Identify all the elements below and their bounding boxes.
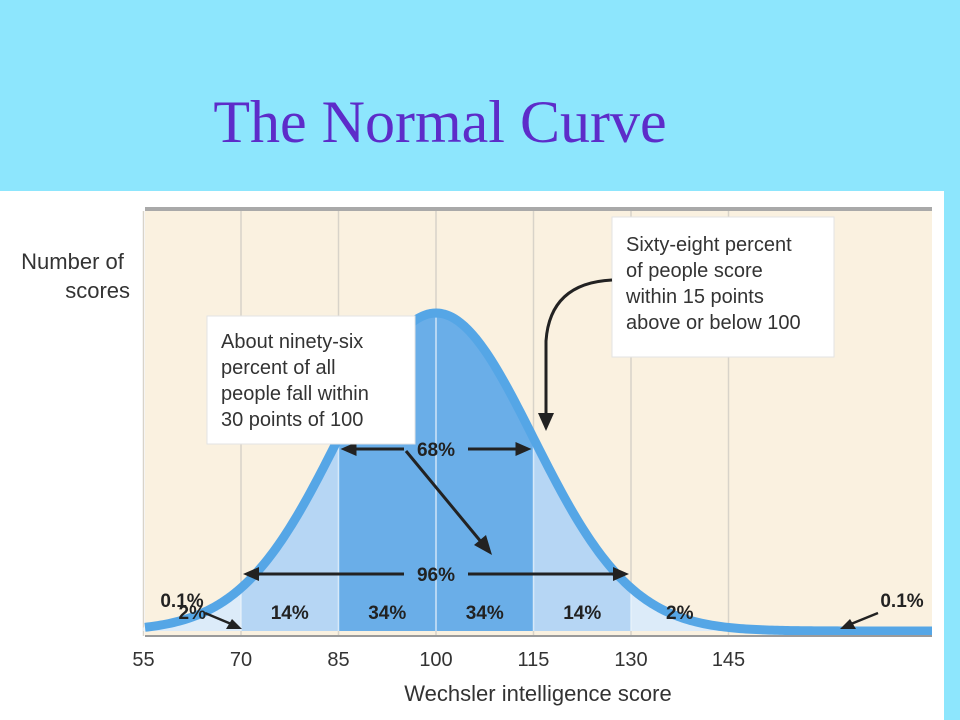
- annotation-line: people fall within: [221, 383, 369, 405]
- annotation-pointer-sixty-eight: [544, 278, 613, 416]
- range-arrows: [204, 442, 879, 629]
- range-label: 96%: [417, 565, 455, 586]
- x-axis-label: Wechsler intelligence score: [404, 681, 671, 706]
- annotation-box-sixty-eight: [611, 216, 835, 358]
- band-region: [631, 587, 729, 631]
- region-percent-label: 14%: [271, 603, 309, 624]
- range-arrow-head: [613, 567, 629, 581]
- plot-top-border: [145, 207, 932, 211]
- annotation-line: 30 points of 100: [221, 409, 363, 431]
- annotation-ninety-six: About ninety-six percent of all people f…: [206, 315, 492, 555]
- annotation-box-ninety-six: [206, 315, 416, 445]
- y-axis-label-line-2: scores: [65, 278, 130, 303]
- x-tick-label: 70: [230, 649, 252, 671]
- range-label: 68%: [417, 440, 455, 461]
- range-arrow-head: [243, 567, 259, 581]
- annotation-line: of people score: [626, 260, 763, 282]
- y-axis-label: Number of scores: [21, 249, 130, 303]
- annotation-pointer-head-sixty-eight: [538, 413, 554, 431]
- x-tick-label: 85: [327, 649, 349, 671]
- range-arrow-head: [340, 442, 357, 456]
- normal-curve-chart: 68%96%0.1%2% 14% 34% 34% 14% 2%0.1% 55 70 85 100…: [21, 207, 934, 706]
- annotation-line: within 15 points: [625, 286, 764, 308]
- annotation-line: About ninety-six: [221, 331, 363, 353]
- annotation-sixty-eight: Sixty-eight percent of people score with…: [538, 216, 835, 431]
- region-percent-label: 2%: [666, 603, 694, 624]
- annotation-pointer-ninety-six: [404, 450, 484, 544]
- annotation-text-ninety-six: About ninety-six percent of all people f…: [221, 331, 374, 431]
- x-tick-labels: 55 70 85 100 115 130 145: [132, 649, 745, 671]
- x-tick-label: 55: [132, 649, 154, 671]
- tail-percent-label: 0.1%: [880, 591, 923, 612]
- x-tick-label: 145: [712, 649, 745, 671]
- tail-percent-label: 0.1%: [160, 591, 203, 612]
- slide-title: The Normal Curve: [213, 89, 667, 155]
- tail-pointer-head: [226, 619, 242, 629]
- band-region: [145, 587, 241, 631]
- region-percent-label: 34%: [368, 603, 406, 624]
- tail-pointer-head: [840, 619, 856, 629]
- annotation-line: percent of all: [221, 357, 336, 379]
- annotation-pointer-head-ninety-six: [474, 535, 492, 555]
- annotation-text-sixty-eight: Sixty-eight percent of people score with…: [625, 234, 801, 334]
- y-axis-label-line-1: Number of: [21, 249, 125, 274]
- band-dividers: [142, 313, 730, 631]
- range-arrow-head: [515, 442, 532, 456]
- x-tick-label: 100: [419, 649, 452, 671]
- x-tick-label: 115: [518, 649, 550, 671]
- region-percent-label: 34%: [466, 603, 504, 624]
- annotation-line: above or below 100: [626, 312, 801, 334]
- annotation-line: Sixty-eight percent: [626, 234, 792, 256]
- normal-curve-line: [143, 308, 934, 636]
- x-tick-label: 130: [614, 649, 647, 671]
- region-percent-label: 14%: [563, 603, 601, 624]
- percent-labels: 68%96%0.1%2% 14% 34% 34% 14% 2%0.1%: [160, 440, 923, 624]
- region-percent-label: 2%: [179, 603, 207, 624]
- figure-panel: 68% 96% 0.1% 2% 14% 34% 34% 14% 2% 0.1% 55 70 85 100…: [0, 191, 944, 720]
